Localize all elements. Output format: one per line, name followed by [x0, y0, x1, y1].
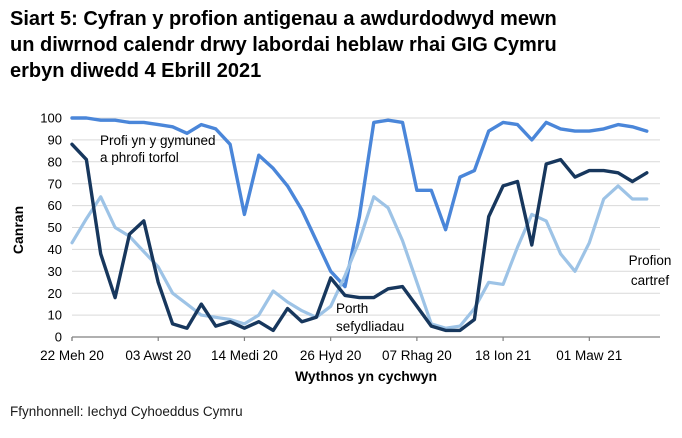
- series-label-gymuned-line1: Profi yn y gymuned: [100, 133, 216, 148]
- x-tick-label-5: 18 Ion 21: [475, 348, 531, 363]
- chart-title: Siart 5: Cyfran y profion antigenau a aw…: [10, 6, 670, 84]
- source-note: Ffynhonnell: Iechyd Cyhoeddus Cymru: [10, 404, 243, 419]
- series-label-gymuned-line2: a phrofi torfol: [100, 150, 179, 165]
- series-line-1: [70, 142, 649, 333]
- x-tick-label-3: 26 Hyd 20: [300, 348, 362, 363]
- y-tick-label-60: 60: [48, 198, 62, 213]
- line-chart: 0 10 20 30 40 50 60 70 80 90 100 22 Meh 20 03 Awst 2…: [10, 111, 672, 384]
- y-tick-label-70: 70: [48, 176, 62, 191]
- series-label-cartref-line1: Profion: [629, 253, 672, 268]
- y-tick-label-50: 50: [48, 220, 62, 235]
- y-tick-label-100: 100: [40, 111, 62, 126]
- x-tick-label-2: 14 Medi 20: [211, 348, 278, 363]
- series-label-cartref-line2: cartref: [631, 273, 670, 288]
- series-label-porth-line2: sefydliadau: [336, 319, 404, 334]
- chart-title-line2: un diwrnod calendr drwy labordai heblaw …: [10, 34, 557, 56]
- y-tick-label-10: 10: [48, 308, 62, 323]
- chart-area: 0 10 20 30 40 50 60 70 80 90 100 22 Meh 20 03 Awst 2…: [0, 96, 682, 396]
- chart-title-line3: erbyn diwedd 4 Ebrill 2021: [10, 60, 262, 82]
- y-tick-label-80: 80: [48, 154, 62, 169]
- series-line-0: [70, 116, 649, 289]
- x-tick-label-6: 01 Maw 21: [556, 348, 622, 363]
- y-tick-label-30: 30: [48, 264, 62, 279]
- x-tick-label-1: 03 Awst 20: [125, 348, 191, 363]
- series-label-porth-line1: Porth: [336, 301, 368, 316]
- y-axis-title: Canran: [10, 206, 26, 254]
- x-axis-title: Wythnos yn cychwyn: [295, 368, 437, 384]
- y-tick-label-20: 20: [48, 286, 62, 301]
- x-tick-label-0: 22 Meh 20: [40, 348, 104, 363]
- y-tick-label-90: 90: [48, 133, 62, 148]
- chart-title-line1: Siart 5: Cyfran y profion antigenau a aw…: [10, 8, 557, 30]
- y-tick-label-0: 0: [55, 330, 62, 345]
- x-tick-label-4: 07 Rhag 20: [382, 348, 452, 363]
- series-line-2: [70, 184, 649, 330]
- y-tick-label-40: 40: [48, 242, 62, 257]
